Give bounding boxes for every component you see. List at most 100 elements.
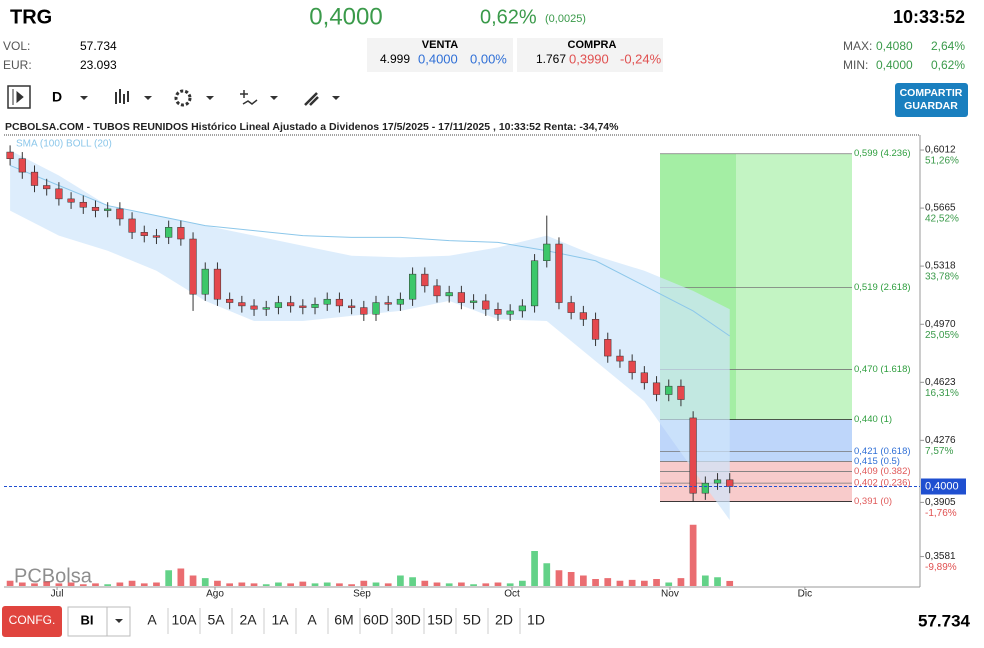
candle-body — [43, 185, 51, 190]
candle-body — [433, 285, 441, 297]
volume-bar — [201, 578, 209, 586]
candle-body — [567, 302, 575, 313]
candle-body — [79, 201, 87, 208]
compra-qty: 1.767 — [536, 52, 566, 66]
candle-body — [6, 151, 14, 159]
volume-bar — [372, 582, 380, 586]
candle-body — [421, 273, 429, 287]
candle-body — [116, 208, 124, 220]
volume-bar — [592, 579, 599, 586]
range-button[interactable]: 15D — [427, 612, 453, 628]
x-tick-label: Jul — [51, 589, 64, 600]
candle-body — [372, 302, 380, 315]
candle-body — [189, 238, 197, 295]
candle-body — [104, 208, 112, 211]
fib-label: 0,519 (2.618) — [854, 282, 911, 293]
volume-bar — [445, 583, 453, 586]
volume-bar — [262, 584, 270, 586]
period[interactable]: D — [52, 89, 62, 105]
x-tick-label: Sep — [353, 589, 371, 600]
indicator-legend: SMA (100) BOLL (20) — [16, 139, 112, 150]
y-tick-label: 0,6012 — [925, 145, 956, 156]
draw-icon[interactable] — [304, 92, 319, 106]
watermark: PCBolsa — [14, 565, 93, 587]
volume-bar — [348, 584, 355, 586]
footer-volume: 57.734 — [918, 611, 971, 630]
venta-price: 0,4000 — [418, 51, 458, 66]
y-tick-label: 0,4623 — [925, 377, 956, 388]
volume-bar — [43, 581, 51, 586]
range-button[interactable]: 1D — [527, 612, 545, 628]
fib-label: 0,440 (1) — [854, 414, 892, 425]
volume-bar — [226, 583, 233, 586]
range-button[interactable]: 30D — [395, 612, 421, 628]
y-tick-label: 0,5665 — [925, 203, 956, 214]
stat-value: 57.734 — [80, 39, 117, 53]
y-tick-percent: 7,57% — [925, 446, 953, 457]
range-button[interactable]: A — [147, 612, 157, 628]
config-button[interactable] — [2, 606, 62, 637]
candle-body — [543, 243, 551, 262]
volume-bar — [604, 578, 612, 586]
volume-bar — [287, 583, 294, 586]
range-button[interactable]: 2A — [239, 612, 257, 628]
volume-bar — [689, 524, 697, 586]
fib-zone — [660, 461, 852, 472]
candle-body — [616, 355, 624, 362]
range-button[interactable]: 5A — [207, 612, 225, 628]
volume-bar — [653, 579, 660, 586]
volume-bar — [189, 575, 197, 586]
candle-body — [677, 385, 685, 400]
candle-body — [591, 319, 600, 340]
range-button[interactable]: 6M — [334, 612, 353, 628]
y-tick-percent: 51,26% — [925, 156, 959, 167]
y-tick-label: 0,3905 — [925, 497, 956, 508]
volume-bar — [726, 580, 734, 586]
mode-caret — [115, 619, 123, 623]
candle-body — [408, 273, 417, 300]
max-label: MAX: — [843, 39, 872, 53]
volume-bar — [128, 580, 136, 586]
candle-body — [713, 479, 722, 484]
range-button[interactable]: 5D — [463, 612, 481, 628]
change-pct: 0,62% — [480, 6, 537, 28]
volume-bar — [55, 583, 63, 586]
fib-label: 0,470 (1.618) — [854, 364, 911, 375]
candle-body — [323, 298, 331, 305]
candle-body — [177, 227, 185, 240]
panel-toggle[interactable] — [7, 85, 31, 109]
volume-bar — [104, 584, 112, 586]
settings-icon[interactable] — [174, 89, 192, 107]
candle-body — [469, 300, 478, 303]
stat-value: 23.093 — [80, 58, 117, 72]
candle-body — [384, 302, 392, 305]
candle-body — [30, 171, 39, 186]
candle-body — [287, 302, 295, 307]
y-tick-label: 0,3581 — [925, 551, 956, 562]
volume-bar — [555, 570, 563, 586]
mode-select[interactable] — [67, 606, 131, 637]
y-tick-percent: -9,89% — [925, 562, 957, 573]
candle-body — [152, 235, 161, 238]
chart-type-icon[interactable] — [115, 89, 129, 104]
share-button[interactable] — [895, 83, 968, 117]
volume-bar — [397, 575, 404, 586]
indicator-icon[interactable] — [240, 90, 258, 105]
candle-body — [701, 482, 709, 494]
range-button[interactable]: 1A — [271, 612, 289, 628]
volume-bar — [628, 579, 636, 586]
volume-bar — [299, 581, 307, 586]
range-button[interactable]: 2D — [495, 612, 513, 628]
time: 10:33:52 — [893, 7, 965, 27]
volume-bar — [116, 582, 124, 586]
candle-body — [274, 302, 283, 308]
range-button[interactable]: A — [307, 612, 317, 628]
x-tick-label: Ago — [206, 589, 224, 600]
volume-bar — [384, 583, 392, 586]
compra-pct: -0,24% — [620, 51, 662, 66]
fib-label: 0,421 (0.618) — [854, 446, 911, 457]
range-button[interactable]: 60D — [363, 612, 389, 628]
x-tick-label: Dic — [798, 589, 812, 600]
range-button[interactable]: 10A — [172, 612, 198, 628]
volume-bar — [409, 577, 416, 586]
